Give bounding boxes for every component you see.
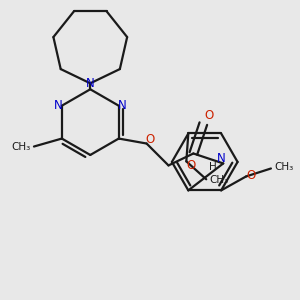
Text: CH₃: CH₃ [11, 142, 31, 152]
Text: O: O [205, 109, 214, 122]
Text: CH₃: CH₃ [274, 163, 293, 172]
Text: O: O [187, 159, 196, 172]
Text: N: N [86, 77, 95, 90]
Text: N: N [217, 152, 226, 165]
Text: H: H [209, 162, 217, 172]
Text: O: O [145, 133, 154, 146]
Text: CH₃: CH₃ [210, 175, 229, 185]
Text: N: N [53, 99, 62, 112]
Text: O: O [246, 169, 256, 182]
Text: N: N [118, 99, 127, 112]
